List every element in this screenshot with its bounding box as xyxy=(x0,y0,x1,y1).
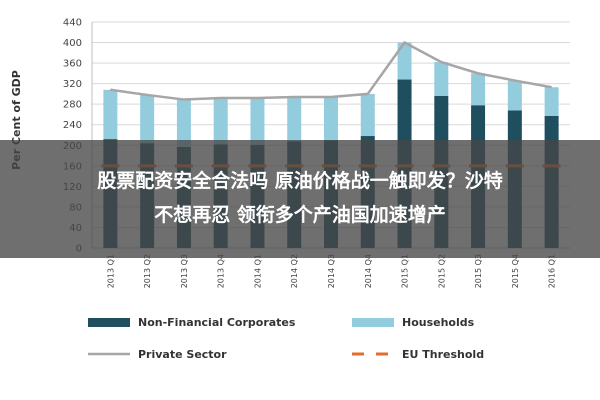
x-tick-label: 2016 Q1 xyxy=(548,254,557,288)
legend-label: EU Threshold xyxy=(402,348,484,361)
bar-households xyxy=(471,73,486,106)
y-tick-label: 240 xyxy=(63,120,82,131)
legend-label: Private Sector xyxy=(138,348,227,361)
bar-households xyxy=(250,98,265,145)
x-tick-label: 2014 Q2 xyxy=(290,254,299,288)
bar-households xyxy=(507,80,522,111)
y-tick-label: 280 xyxy=(63,100,82,111)
bar-households xyxy=(287,96,302,142)
x-tick-label: 2014 Q4 xyxy=(364,254,373,288)
bar-households xyxy=(324,96,338,141)
legend-label: Households xyxy=(402,316,475,329)
bar-households xyxy=(544,87,559,116)
x-axis-ticks: 2013 Q1 2013 Q2 2013 Q3 2013 Q4 2014 Q1 2014 … xyxy=(106,254,556,288)
y-tick-label: 360 xyxy=(63,59,82,70)
y-tick-label: 400 xyxy=(63,38,82,49)
legend: Non-Financial Corporates Households Privat… xyxy=(88,316,484,361)
bar-households xyxy=(397,42,412,80)
legend-swatch xyxy=(352,318,394,327)
overlay-title-line-1: 股票配资安全合法吗 原油价格战一触即发？沙特 xyxy=(97,170,503,192)
bar-households xyxy=(103,89,118,140)
y-tick-label: 440 xyxy=(63,18,82,29)
bar-households xyxy=(434,62,449,96)
x-tick-label: 2013 Q2 xyxy=(143,254,152,288)
bar-households xyxy=(360,93,375,137)
x-tick-label: 2015 Q1 xyxy=(401,254,410,288)
x-tick-label: 2015 Q2 xyxy=(437,254,446,288)
y-tick-label: 320 xyxy=(63,79,82,90)
x-tick-label: 2014 Q3 xyxy=(327,254,336,288)
bar-households xyxy=(140,94,155,144)
bar-households xyxy=(176,99,191,147)
x-tick-label: 2013 Q3 xyxy=(180,254,189,288)
line-private-sector xyxy=(110,40,552,101)
x-tick-label: 2013 Q4 xyxy=(217,254,226,288)
legend-label: Non-Financial Corporates xyxy=(138,316,296,329)
x-tick-label: 2015 Q3 xyxy=(474,254,483,288)
x-tick-label: 2015 Q4 xyxy=(511,254,520,288)
x-tick-label: 2014 Q1 xyxy=(253,254,262,288)
legend-swatch xyxy=(88,318,130,327)
overlay-title-line-2: 不想再忍 领衔多个产油国加速增产 xyxy=(154,204,446,226)
x-tick-label: 2013 Q1 xyxy=(106,254,115,288)
article-title-overlay: 股票配资安全合法吗 原油价格战一触即发？沙特 不想再忍 领衔多个产油国加速增产 xyxy=(0,140,600,258)
bar-households xyxy=(213,98,228,145)
